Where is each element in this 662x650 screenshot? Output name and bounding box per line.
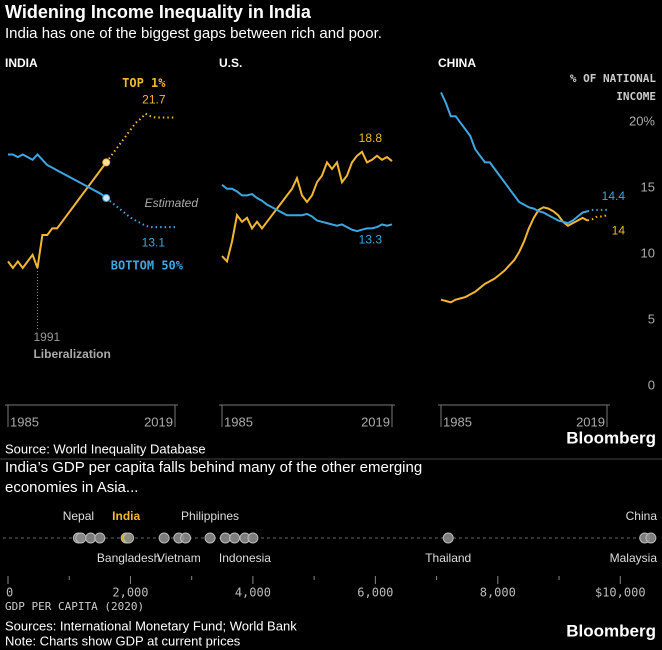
dot — [442, 532, 454, 544]
annotation: Estimated — [145, 196, 199, 210]
dot — [180, 532, 192, 544]
y-axis-label: % OF NATIONAL INCOME — [569, 72, 656, 103]
series-line — [440, 92, 588, 225]
dot-label: Indonesia — [219, 551, 271, 565]
x-tick-label: 2019 — [576, 414, 605, 429]
value-label: 14 — [612, 223, 626, 237]
note: Note: Charts show GDP at current prices — [5, 633, 241, 648]
chart-title: India’s GDP per capita falls behind many… — [5, 459, 423, 496]
dot — [94, 532, 106, 544]
y-tick-label: 0 — [648, 377, 655, 392]
dot — [645, 532, 657, 544]
dot — [158, 532, 170, 544]
y-tick-label: 5 — [648, 311, 655, 326]
dot — [75, 532, 87, 544]
value-label: 13.3 — [359, 233, 383, 247]
x-tick-label: 6,000 — [357, 586, 393, 600]
dot-label: Vietnam — [157, 551, 201, 565]
x-tick-label: $10,000 — [595, 586, 646, 600]
panel-title: INDIA — [5, 56, 38, 70]
dot — [219, 532, 231, 544]
logo: Bloomberg — [566, 621, 656, 640]
estimate-marker — [102, 194, 111, 203]
dot-label: Bangladesh — [97, 551, 160, 565]
source: Sources: International Monetary Fund; Wo… — [5, 618, 297, 633]
dot-label: Thailand — [425, 551, 471, 565]
dot — [123, 532, 135, 544]
x-tick-label: 2,000 — [112, 586, 148, 600]
series-line — [221, 184, 393, 233]
event-label: Liberalization — [33, 347, 110, 361]
dot — [204, 532, 216, 544]
y-tick-label: 20% — [629, 113, 655, 128]
x-tick-label: 2019 — [361, 414, 390, 429]
event-year: 1991 — [33, 330, 60, 344]
x-tick-label: 8,000 — [480, 586, 516, 600]
series-line — [7, 161, 108, 270]
title: Widening Income Inequality in India — [5, 2, 312, 22]
series-line — [105, 197, 175, 229]
series-label: TOP 1% — [122, 76, 166, 90]
value-label: 13.1 — [142, 235, 166, 249]
series-line — [105, 112, 175, 163]
dot-label: Philippines — [181, 509, 239, 523]
y-tick-label: 10 — [641, 245, 655, 260]
x-tick-label: 1985 — [224, 414, 253, 429]
subtitle: India has one of the biggest gaps betwee… — [5, 25, 382, 42]
dot — [247, 532, 259, 544]
estimate-marker — [102, 158, 111, 167]
dot-label: Nepal — [63, 509, 94, 523]
dot-label: Malaysia — [610, 551, 658, 565]
value-label: 18.8 — [359, 131, 383, 145]
series-line — [587, 208, 607, 213]
source: Source: World Inequality Database — [5, 441, 206, 456]
y-tick-label: 15 — [641, 179, 655, 194]
series-line — [221, 150, 393, 264]
dot — [85, 532, 97, 544]
x-tick-label: 1985 — [443, 414, 472, 429]
value-label: 14.4 — [602, 189, 626, 203]
series-line — [8, 153, 107, 199]
panel-title: CHINA — [438, 56, 476, 70]
series-line — [587, 214, 608, 222]
dot-label: China — [626, 509, 658, 523]
logo: Bloomberg — [566, 428, 656, 447]
panel-title: U.S. — [219, 56, 242, 70]
x-tick-label: 0 — [6, 586, 13, 600]
series-label: BOTTOM 50% — [111, 259, 184, 273]
x-tick-label: 2019 — [144, 414, 173, 429]
dot-label: India — [112, 509, 140, 523]
x-axis-label: GDP PER CAPITA (2020) — [5, 600, 144, 613]
dot — [229, 532, 241, 544]
value-label: 21.7 — [142, 93, 166, 107]
x-tick-label: 4,000 — [235, 586, 271, 600]
x-tick-label: 1985 — [10, 414, 39, 429]
